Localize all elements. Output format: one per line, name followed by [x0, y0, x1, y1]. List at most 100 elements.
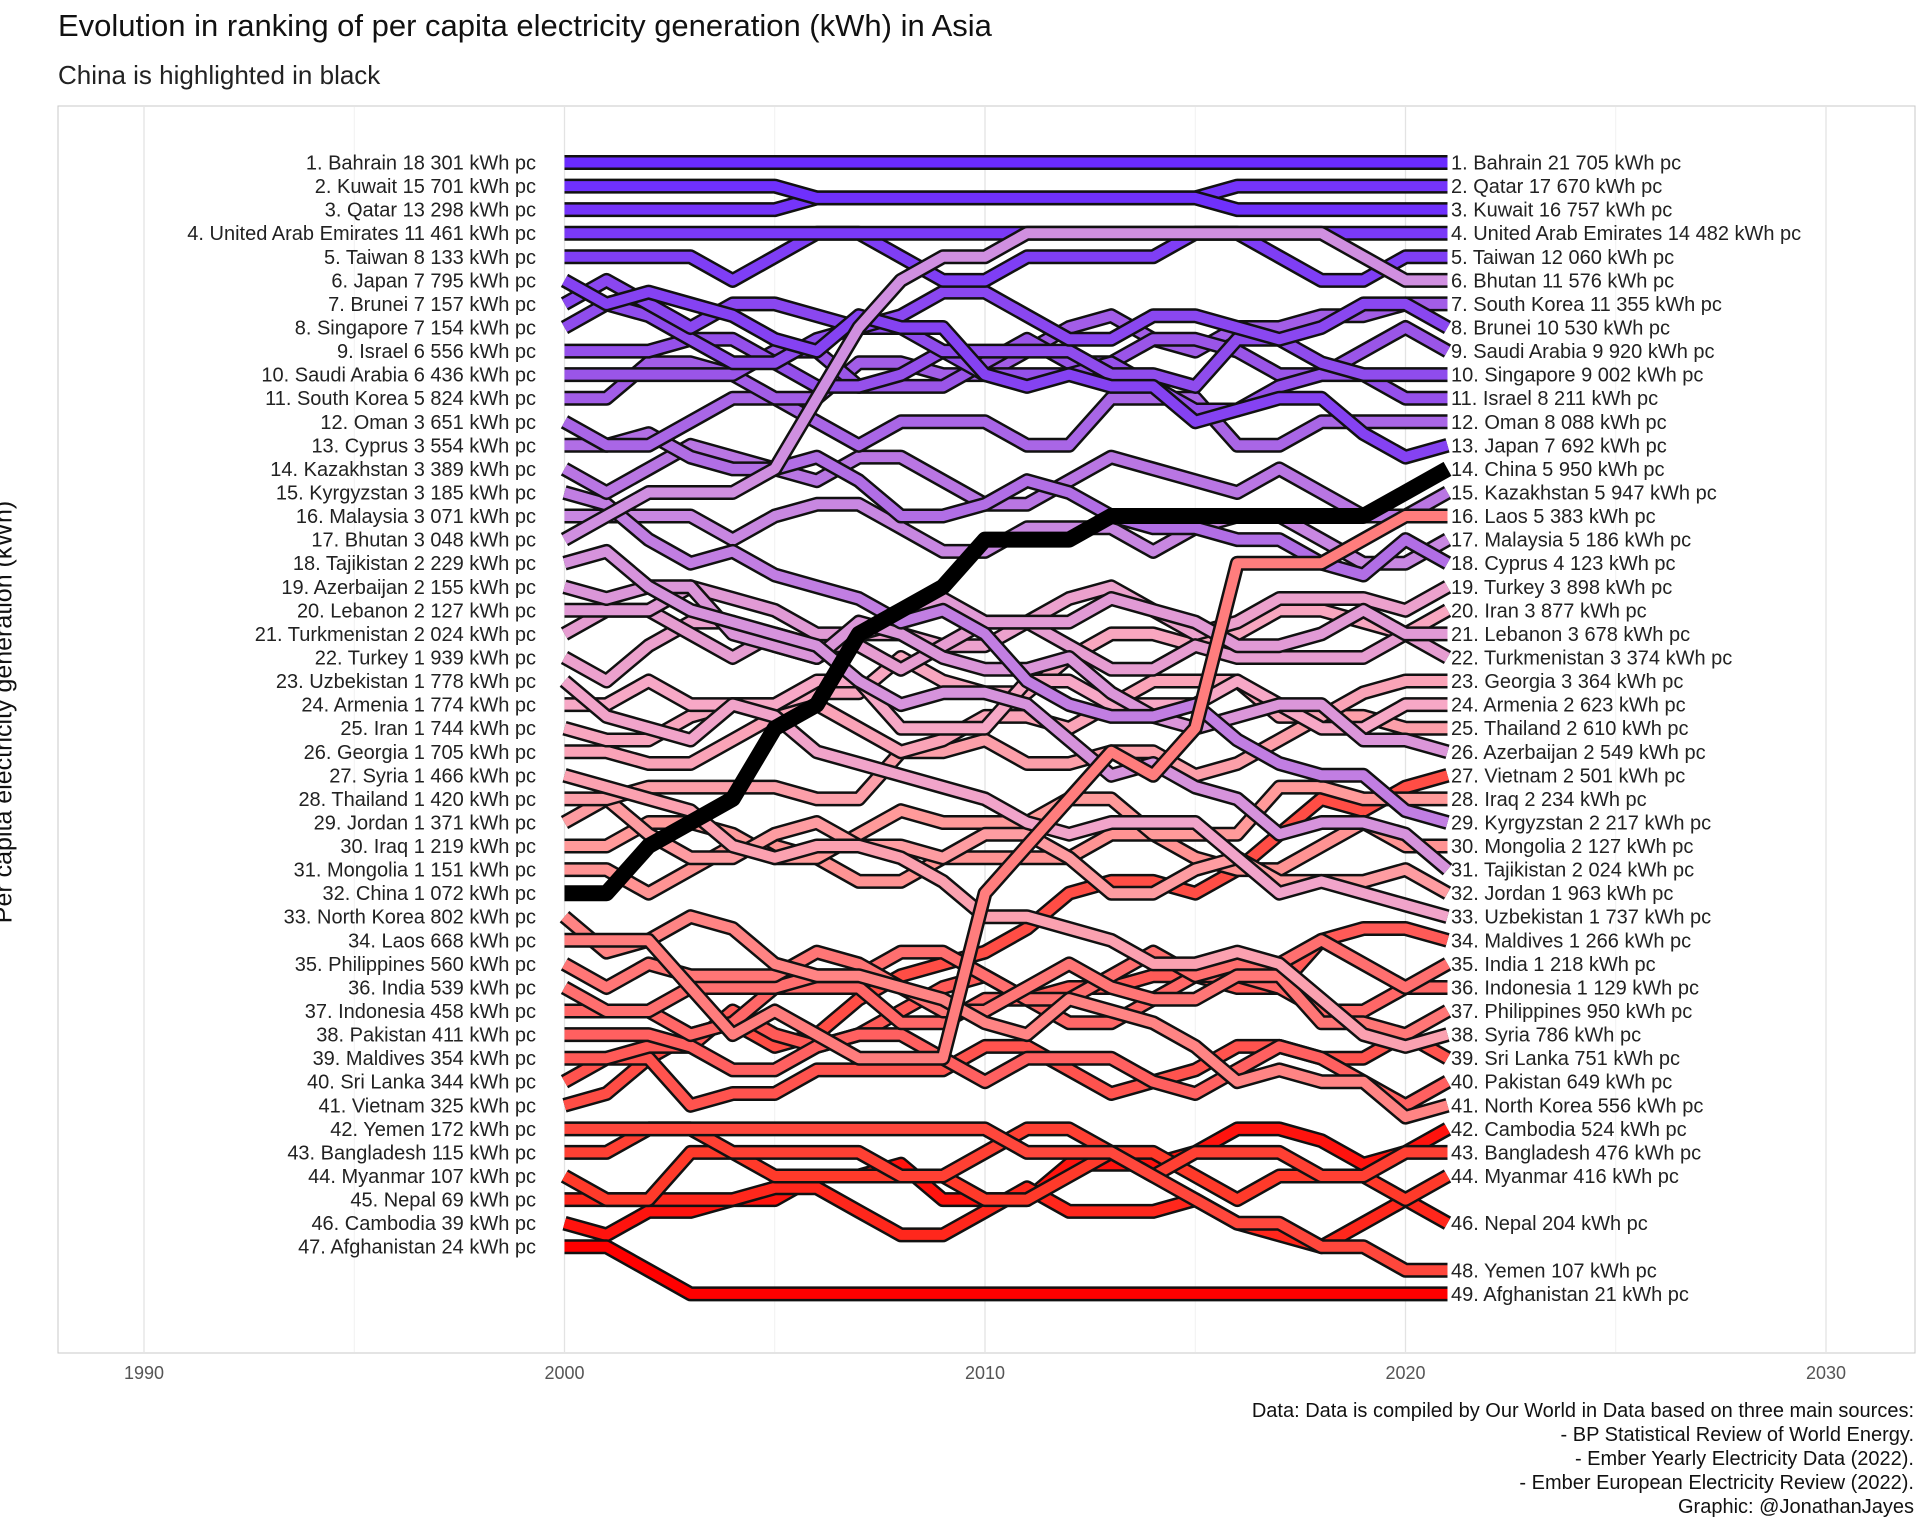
end-label: 20. Iran 3 877 kWh pc — [1451, 600, 1647, 622]
start-label: 9. Israel 6 556 kWh pc — [337, 341, 536, 363]
start-label: 14. Kazakhstan 3 389 kWh pc — [270, 459, 536, 481]
start-label: 41. Vietnam 325 kWh pc — [318, 1095, 536, 1117]
start-label: 43. Bangladesh 115 kWh pc — [287, 1142, 536, 1164]
caption-line: - BP Statistical Review of World Energy. — [1560, 1424, 1914, 1446]
rank-line-Yemen — [564, 1123, 1448, 1276]
start-label: 19. Azerbaijan 2 155 kWh pc — [281, 577, 536, 599]
end-label: 38. Syria 786 kWh pc — [1451, 1025, 1641, 1047]
end-label: 23. Georgia 3 364 kWh pc — [1451, 671, 1683, 693]
start-label: 36. India 539 kWh pc — [348, 977, 536, 999]
chart-title: Evolution in ranking of per capita elect… — [58, 8, 992, 43]
rank-line-China — [564, 461, 1452, 902]
end-label: 14. China 5 950 kWh pc — [1451, 459, 1664, 481]
start-labels: 1. Bahrain 18 301 kWh pc2. Kuwait 15 701… — [187, 153, 536, 1259]
start-label: 23. Uzbekistan 1 778 kWh pc — [276, 671, 536, 693]
end-label: 49. Afghanistan 21 kWh pc — [1451, 1284, 1689, 1306]
end-label: 16. Laos 5 383 kWh pc — [1451, 506, 1656, 528]
start-label: 29. Jordan 1 371 kWh pc — [314, 812, 536, 834]
start-label: 28. Thailand 1 420 kWh pc — [298, 789, 536, 811]
end-label: 44. Myanmar 416 kWh pc — [1451, 1166, 1679, 1188]
start-label: 16. Malaysia 3 071 kWh pc — [296, 506, 536, 528]
rank-line-Kyrgyzstan — [563, 487, 1449, 828]
end-label: 11. Israel 8 211 kWh pc — [1451, 388, 1658, 410]
end-label: 40. Pakistan 649 kWh pc — [1451, 1072, 1672, 1094]
end-label: 37. Philippines 950 kWh pc — [1451, 1001, 1692, 1023]
end-label: 25. Thailand 2 610 kWh pc — [1451, 718, 1689, 740]
rank-line-Cyprus — [564, 428, 1450, 580]
rank-line-Kuwait — [564, 181, 1448, 215]
end-label: 27. Vietnam 2 501 kWh pc — [1451, 765, 1685, 787]
end-label: 5. Taiwan 12 060 kWh pc — [1451, 247, 1674, 269]
end-label: 42. Cambodia 524 kWh pc — [1451, 1119, 1687, 1141]
rank-line-Kazakhstan — [562, 440, 1450, 521]
end-label: 43. Bangladesh 476 kWh pc — [1451, 1142, 1701, 1164]
end-label: 41. North Korea 556 kWh pc — [1451, 1095, 1703, 1117]
start-label: 21. Turkmenistan 2 024 kWh pc — [255, 624, 536, 646]
end-label: 9. Saudi Arabia 9 920 kWh pc — [1451, 341, 1715, 363]
start-label: 45. Nepal 69 kWh pc — [350, 1190, 536, 1212]
rank-line-Lebanon — [564, 581, 1448, 651]
start-label: 10. Saudi Arabia 6 436 kWh pc — [261, 365, 536, 387]
caption-line: Graphic: @JonathanJayes — [1678, 1496, 1914, 1518]
x-tick-label: 2000 — [544, 1363, 584, 1380]
end-label: 10. Singapore 9 002 kWh pc — [1451, 365, 1703, 387]
end-label: 36. Indonesia 1 129 kWh pc — [1451, 977, 1699, 999]
end-label: 1. Bahrain 21 705 kWh pc — [1451, 153, 1681, 175]
start-label: 44. Myanmar 107 kWh pc — [308, 1166, 536, 1188]
rank-line-Oman — [562, 393, 1448, 451]
rank-line-Thailand — [564, 711, 1448, 804]
end-labels: 1. Bahrain 21 705 kWh pc2. Qatar 17 670 … — [1451, 153, 1801, 1306]
start-label: 25. Iran 1 744 kWh pc — [340, 718, 536, 740]
caption-line: Data: Data is compiled by Our World in D… — [1251, 1400, 1914, 1422]
start-label: 33. North Korea 802 kWh pc — [284, 907, 536, 929]
chart-caption: Data: Data is compiled by Our World in D… — [1252, 1399, 1914, 1519]
start-label: 35. Philippines 560 kWh pc — [295, 954, 536, 976]
start-label: 2. Kuwait 15 701 kWh pc — [315, 176, 536, 198]
rank-line-Taiwan — [564, 228, 1448, 286]
end-label: 8. Brunei 10 530 kWh pc — [1451, 317, 1670, 339]
start-label: 7. Brunei 7 157 kWh pc — [328, 294, 536, 316]
x-axis-ticks: 1990 2000 2010 2020 2030 — [124, 1363, 1846, 1380]
start-label: 1. Bahrain 18 301 kWh pc — [306, 153, 536, 175]
start-label: 4. United Arab Emirates 11 461 kWh pc — [187, 223, 536, 245]
start-label: 47. Afghanistan 24 kWh pc — [298, 1237, 536, 1259]
start-label: 26. Georgia 1 705 kWh pc — [304, 742, 536, 764]
end-label: 46. Nepal 204 kWh pc — [1451, 1213, 1648, 1235]
start-label: 6. Japan 7 795 kWh pc — [331, 270, 536, 292]
start-label: 40. Sri Lanka 344 kWh pc — [307, 1072, 536, 1094]
start-label: 17. Bhutan 3 048 kWh pc — [311, 530, 536, 552]
caption-line: - Ember Yearly Electricity Data (2022). — [1574, 1448, 1914, 1470]
start-label: 15. Kyrgyzstan 3 185 kWh pc — [276, 482, 536, 504]
rank-line-Singapore — [562, 298, 1448, 392]
end-label: 34. Maldives 1 266 kWh pc — [1451, 930, 1691, 952]
start-label: 22. Turkey 1 939 kWh pc — [315, 647, 536, 669]
start-label: 46. Cambodia 39 kWh pc — [311, 1213, 536, 1235]
end-label: 12. Oman 8 088 kWh pc — [1451, 412, 1667, 434]
end-label: 15. Kazakhstan 5 947 kWh pc — [1451, 482, 1717, 504]
chart-subtitle: China is highlighted in black — [58, 60, 381, 90]
end-label: 48. Yemen 107 kWh pc — [1451, 1260, 1657, 1282]
start-label: 37. Indonesia 458 kWh pc — [305, 1001, 536, 1023]
end-label: 28. Iraq 2 234 kWh pc — [1451, 789, 1647, 811]
rank-line-Uzbekistan — [561, 677, 1449, 922]
end-label: 29. Kyrgyzstan 2 217 kWh pc — [1451, 812, 1711, 834]
end-label: 17. Malaysia 5 186 kWh pc — [1451, 530, 1691, 552]
x-tick-label: 1990 — [124, 1363, 164, 1380]
start-label: 34. Laos 668 kWh pc — [348, 930, 536, 952]
rank-line-Philippines — [562, 947, 1450, 1040]
rank-line-Pakistan — [564, 1029, 1450, 1111]
rank-line-Afghanistan — [564, 1241, 1448, 1299]
end-label: 7. South Korea 11 355 kWh pc — [1451, 294, 1722, 316]
end-label: 33. Uzbekistan 1 737 kWh pc — [1451, 907, 1711, 929]
end-label: 32. Jordan 1 963 kWh pc — [1451, 883, 1673, 905]
end-label: 3. Kuwait 16 757 kWh pc — [1451, 200, 1672, 222]
end-label: 19. Turkey 3 898 kWh pc — [1451, 577, 1672, 599]
rank-line-North Korea — [561, 911, 1449, 1123]
start-label: 32. China 1 072 kWh pc — [323, 883, 536, 905]
x-tick-label: 2030 — [1806, 1363, 1846, 1380]
rank-line-Bhutan — [562, 228, 1448, 544]
start-label: 20. Lebanon 2 127 kWh pc — [297, 600, 536, 622]
start-label: 39. Maldives 354 kWh pc — [313, 1048, 536, 1070]
bump-chart: 1. Bahrain 18 301 kWh pc2. Kuwait 15 701… — [57, 105, 1916, 1380]
start-label: 5. Taiwan 8 133 kWh pc — [324, 247, 536, 269]
